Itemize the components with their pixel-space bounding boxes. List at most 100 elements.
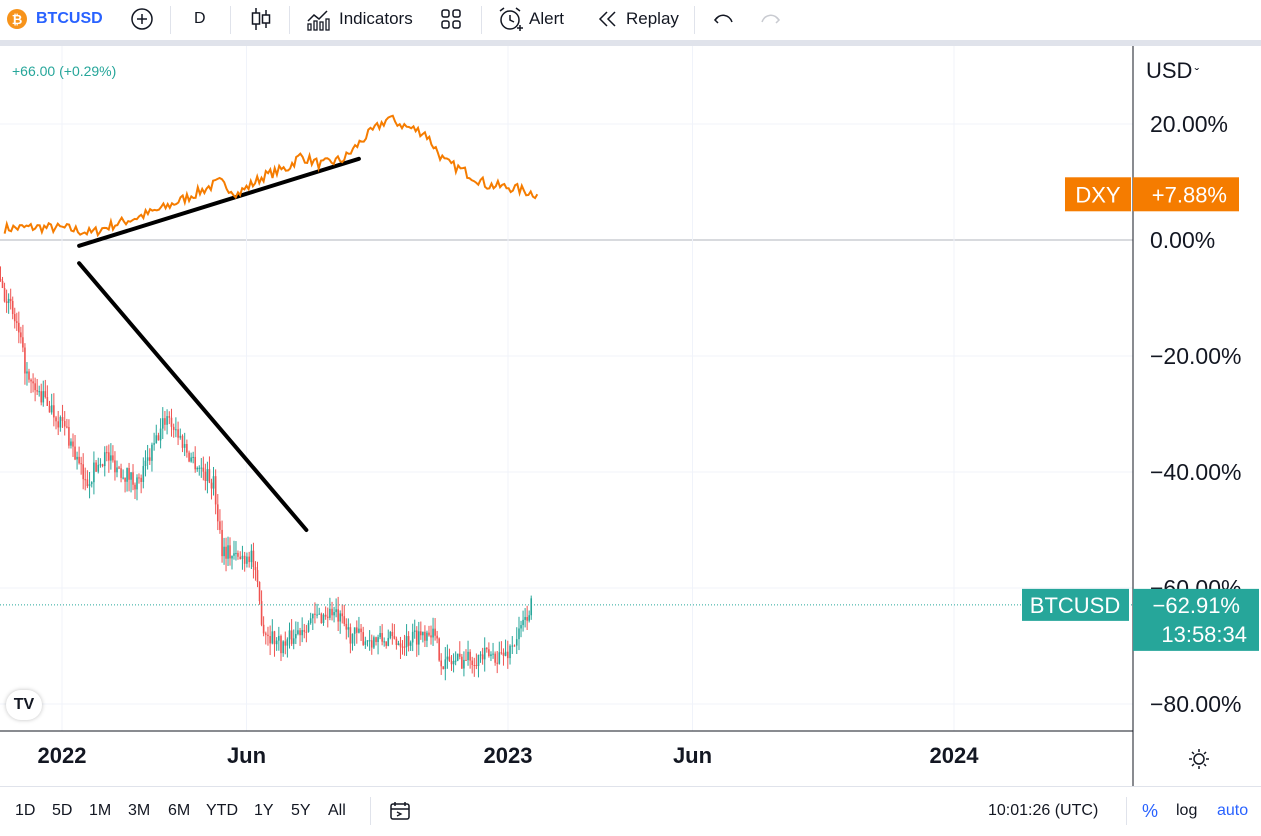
candle-body [210, 482, 213, 489]
clock-timezone-button[interactable]: 10:01:26 (UTC) [988, 787, 1098, 835]
candle-body [314, 613, 316, 615]
alarm-clock-icon [499, 7, 523, 31]
toolbar-divider [230, 6, 231, 34]
timeframe-all[interactable]: All [328, 802, 346, 819]
timeframe-1y[interactable]: 1Y [254, 802, 274, 819]
candle-body [175, 429, 177, 431]
candle-body [454, 660, 457, 662]
candle-body [20, 332, 22, 338]
tradingview-logo[interactable]: TV [6, 690, 42, 720]
grid-layout-icon [441, 9, 461, 29]
candle-body [155, 435, 158, 444]
candle-body [126, 468, 128, 482]
candle-body [434, 628, 436, 636]
candle-body [258, 581, 261, 602]
replay-label: Replay [626, 9, 679, 28]
candle-body [246, 556, 248, 564]
candle-body [471, 660, 474, 666]
timeframe-ytd[interactable]: YTD [206, 802, 238, 819]
log-scale-toggle[interactable]: log [1176, 787, 1197, 835]
candle-body [108, 452, 110, 461]
candle-body [130, 472, 132, 480]
compare-add-button[interactable] [130, 0, 154, 38]
candle-body [13, 314, 16, 322]
candle-body [142, 466, 145, 482]
candle-body [284, 641, 287, 646]
alert-button[interactable]: Alert [497, 0, 564, 38]
timeframe-5y[interactable]: 5Y [291, 802, 311, 819]
candle-body [63, 420, 66, 427]
dxy-value-text: +7.88% [1152, 182, 1227, 207]
candle-body [409, 642, 412, 646]
interval-button[interactable]: D [194, 0, 206, 38]
layouts-button[interactable] [440, 0, 462, 38]
candle-body [422, 631, 424, 636]
candle-body [418, 631, 420, 645]
candle-body [22, 337, 24, 348]
candle-body [335, 609, 337, 613]
candle-body [112, 455, 114, 461]
candle-body [465, 659, 467, 661]
timeframe-6m[interactable]: 6M [168, 802, 191, 819]
candle-body [93, 462, 95, 483]
symbol-search-button[interactable]: ₿ BTCUSD [6, 0, 103, 38]
timeframe-1m[interactable]: 1M [89, 802, 112, 819]
auto-scale-toggle[interactable]: auto [1217, 787, 1248, 835]
indicators-button[interactable]: Indicators [305, 0, 413, 38]
candle-body [498, 652, 501, 664]
candle-body [511, 645, 514, 647]
timeframe-5d[interactable]: 5D [52, 802, 73, 819]
candle-body [15, 321, 18, 323]
chevron-down-icon: ˇ [1194, 65, 1200, 81]
btc-name-text: BTCUSD [1030, 593, 1120, 618]
dxy-name-text: DXY [1075, 182, 1121, 207]
chart-pane[interactable]: 20.00% 0.00% −20.00% −40.00% −60.00% −80.00% 2… [0, 46, 1261, 786]
btc-name-tag [1022, 588, 1129, 621]
candle-body [322, 614, 325, 624]
candle-body [166, 416, 168, 425]
replay-button[interactable]: Replay [596, 0, 679, 38]
candle-body [522, 619, 524, 626]
candle-body [351, 633, 354, 644]
candle-body [307, 623, 310, 632]
timeframe-1d[interactable]: 1D [15, 802, 36, 819]
date-range-button[interactable] [388, 787, 412, 835]
candle-body [377, 637, 379, 642]
candle-body [161, 418, 164, 429]
candle-body [214, 476, 217, 505]
candle-body [3, 288, 6, 302]
candle-body [456, 653, 459, 661]
chart-canvas[interactable]: 20.00%0.00%−20.00%−40.00%−60.00%−80.00%2… [0, 46, 1261, 786]
toolbar-divider [1126, 797, 1127, 825]
rewind-icon [598, 11, 616, 27]
chart-type-button[interactable] [249, 0, 273, 38]
candle-body [118, 467, 120, 469]
percent-scale-toggle[interactable]: % [1142, 787, 1158, 835]
chart-settings-button[interactable] [1186, 746, 1212, 777]
candle-body [358, 628, 360, 633]
candle-body [290, 630, 293, 644]
candle-body [513, 645, 516, 647]
candle-body [212, 476, 215, 489]
candle-body [415, 630, 418, 645]
candle-body [239, 556, 241, 560]
candle-body [97, 464, 100, 472]
candle-body [524, 617, 526, 620]
candle-body [324, 614, 327, 617]
candle-body [461, 656, 463, 669]
candle-body [391, 632, 394, 637]
trend-line-1 [77, 156, 361, 248]
bottom-toolbar: 1D 5D 1M 3M 6M YTD 1Y 5Y All 10:01:26 (UTC) % lo… [0, 786, 1261, 836]
currency-selector[interactable]: USD ˇ [1146, 58, 1199, 84]
redo-button[interactable] [758, 0, 782, 38]
indicators-label: Indicators [339, 9, 413, 28]
candle-body [479, 654, 482, 656]
candle-body [177, 429, 179, 438]
timeframe-3m[interactable]: 3M [128, 802, 151, 819]
candle-body [463, 659, 465, 669]
candle-body [88, 484, 91, 487]
candle-body [192, 456, 194, 458]
candle-body [301, 630, 303, 636]
undo-button[interactable] [712, 0, 736, 38]
candle-body [292, 638, 295, 644]
